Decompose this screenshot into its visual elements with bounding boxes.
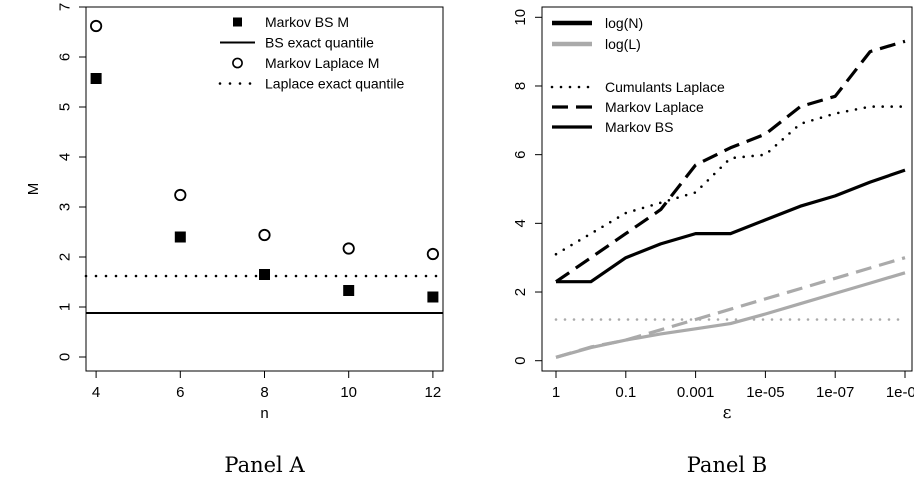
markov-bs-point bbox=[427, 291, 439, 303]
legend-label: Markov Laplace M bbox=[265, 55, 379, 71]
panel-a-y-tick-label: 6 bbox=[56, 53, 73, 61]
panel-a-y-tick-label: 2 bbox=[56, 253, 73, 261]
panel-b-x-tick-label: 1e-07 bbox=[816, 384, 854, 401]
panel-b-y-tick-label: 6 bbox=[512, 150, 529, 158]
legend-label: log(L) bbox=[605, 36, 641, 52]
legend-label: log(N) bbox=[605, 15, 643, 31]
legend-label: Markov BS M bbox=[265, 14, 349, 30]
panel-b-title: Panel B bbox=[687, 453, 767, 477]
panel-a-y-tick-label: 3 bbox=[56, 203, 73, 211]
panel-a-y-tick-label: 4 bbox=[56, 153, 73, 161]
markov-bs-point bbox=[90, 73, 102, 84]
panel-b-chart: 1 0.1 0.001 1e-05 1e-07 1e-09 0 2 4 6 8 10 log(N) lo… bbox=[512, 6, 914, 477]
legend-label: BS exact quantile bbox=[265, 35, 374, 51]
panel-a-x-tick-label: 12 bbox=[425, 384, 442, 401]
panel-a-x-tick-label: 8 bbox=[260, 384, 268, 401]
markov-bs-point bbox=[174, 231, 186, 243]
panel-b-y-tick-label: 10 bbox=[512, 9, 529, 26]
panel-b-x-tick-label: 1e-05 bbox=[746, 384, 784, 401]
panel-a-y-tick-label: 5 bbox=[56, 103, 73, 111]
legend-label: Markov Laplace bbox=[605, 99, 704, 115]
panel-a-xlabel: n bbox=[260, 405, 268, 422]
markov-laplace-point bbox=[174, 188, 187, 202]
panel-a-x-tick-label: 10 bbox=[340, 384, 357, 401]
panel-a-y-tick-label: 0 bbox=[56, 353, 73, 361]
markov-bs-point bbox=[259, 269, 270, 280]
panel-b-plot-frame bbox=[541, 6, 913, 372]
panel-b-x-tick-label: 0.001 bbox=[677, 384, 715, 401]
panel-a-ylabel: M bbox=[25, 183, 42, 196]
panel-b-y-tick-label: 4 bbox=[512, 219, 529, 227]
legend-circle-marker bbox=[232, 57, 243, 69]
panel-b-x-tick-label: 1 bbox=[552, 384, 560, 401]
panel-b-x-tick-label: 1e-09 bbox=[886, 384, 914, 401]
markov-laplace-line bbox=[555, 39, 906, 284]
panel-a-y-tick-label: 1 bbox=[56, 303, 73, 311]
panel-b-x-tick-label: 0.1 bbox=[615, 384, 636, 401]
markov-bs-point bbox=[343, 285, 355, 296]
panel-b-xlabel: ε bbox=[723, 403, 732, 423]
markov-laplace-point bbox=[258, 228, 271, 242]
panel-b-y-tick-label: 2 bbox=[512, 288, 529, 296]
markov-laplace-point bbox=[90, 19, 103, 33]
markov-bs-line bbox=[556, 168, 906, 284]
markov-laplace-point bbox=[426, 247, 439, 261]
cumulants-laplace-line bbox=[554, 105, 907, 256]
log-l-solid-line bbox=[555, 271, 906, 359]
panel-a-x-tick-label: 4 bbox=[92, 384, 100, 401]
legend-label: Laplace exact quantile bbox=[265, 76, 405, 92]
markov-laplace-point bbox=[342, 242, 355, 255]
legend-label: Cumulants Laplace bbox=[605, 79, 725, 95]
panel-b-y-tick-label: 0 bbox=[512, 357, 529, 365]
panel-b-y-tick-label: 8 bbox=[512, 82, 529, 90]
legend-square-marker bbox=[233, 17, 242, 27]
panel-a-title: Panel A bbox=[224, 453, 305, 477]
panel-a-y-tick-label: 7 bbox=[56, 3, 73, 11]
legend-label: Markov BS bbox=[605, 119, 673, 135]
panel-a-x-tick-label: 6 bbox=[176, 384, 184, 401]
